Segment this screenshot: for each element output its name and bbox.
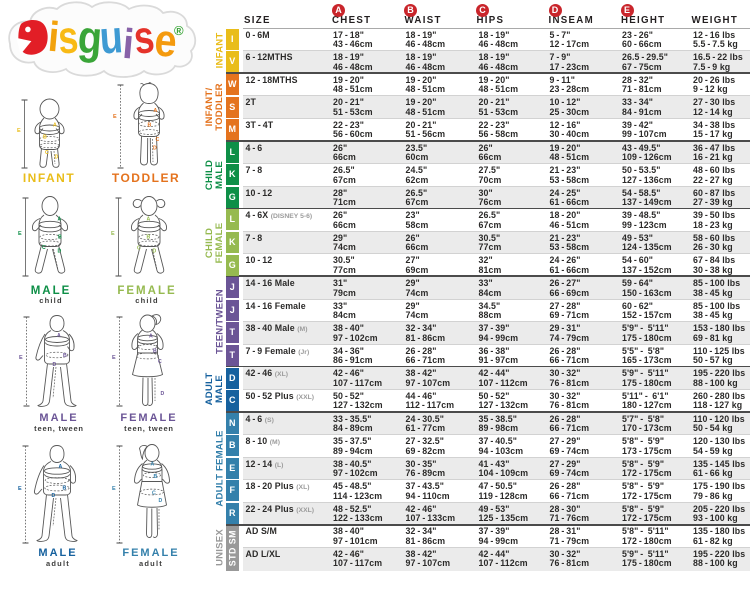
- svg-text:A: A: [154, 108, 158, 114]
- svg-text:B: B: [153, 349, 157, 355]
- svg-text:D: D: [159, 498, 163, 504]
- svg-text:D: D: [55, 155, 59, 161]
- svg-text:A: A: [147, 217, 151, 223]
- svg-text:B: B: [147, 235, 151, 241]
- svg-text:C: C: [152, 491, 156, 497]
- svg-text:D: D: [52, 493, 56, 499]
- svg-text:B: B: [154, 474, 158, 480]
- svg-text:®: ®: [174, 23, 184, 38]
- svg-text:A: A: [59, 464, 63, 470]
- svg-text:A: A: [149, 334, 153, 340]
- svg-text:C: C: [45, 150, 49, 156]
- svg-text:B: B: [63, 353, 67, 359]
- svg-text:i: i: [121, 20, 136, 68]
- svg-text:i: i: [46, 13, 61, 61]
- svg-text:C: C: [42, 245, 46, 251]
- svg-text:C: C: [137, 246, 141, 252]
- svg-text:s: s: [56, 10, 80, 63]
- svg-text:g: g: [76, 10, 104, 64]
- svg-text:B: B: [58, 235, 62, 241]
- svg-text:A: A: [151, 462, 155, 468]
- svg-text:B: B: [148, 123, 152, 129]
- svg-text:A: A: [58, 217, 62, 223]
- svg-text:u: u: [98, 10, 125, 63]
- svg-text:B: B: [43, 135, 47, 141]
- svg-text:D: D: [58, 249, 62, 255]
- svg-text:C: C: [158, 359, 162, 365]
- svg-text:A: A: [53, 123, 57, 129]
- svg-text:D: D: [153, 146, 157, 152]
- svg-text:C: C: [156, 137, 160, 143]
- svg-text:A: A: [57, 333, 61, 339]
- svg-text:e: e: [153, 13, 179, 67]
- svg-text:D: D: [161, 391, 165, 397]
- svg-text:B: B: [63, 486, 67, 492]
- svg-text:D: D: [53, 362, 57, 368]
- svg-text:D: D: [153, 249, 157, 255]
